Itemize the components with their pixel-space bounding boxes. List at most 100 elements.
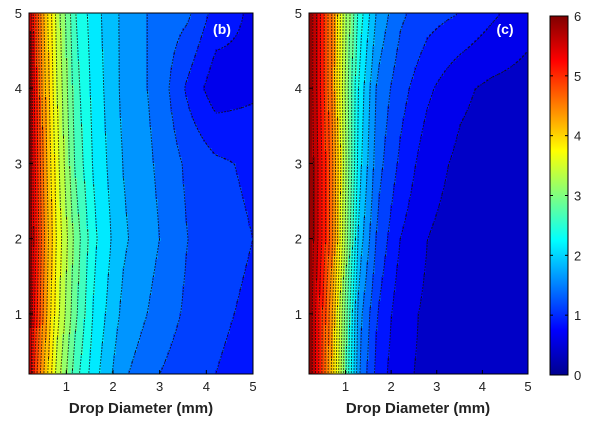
contour-cell: [71, 64, 75, 68]
contour-cell: [194, 46, 198, 50]
contour-cell: [122, 16, 126, 20]
contour-cell: [251, 19, 253, 23]
contour-cell: [59, 58, 63, 62]
contour-cell: [74, 91, 78, 95]
contour-cell: [38, 52, 42, 56]
contour-cell: [68, 73, 72, 77]
contour-cell: [128, 28, 132, 32]
contour-cell: [221, 85, 225, 89]
contour-cell: [164, 28, 168, 32]
contour-cell: [209, 127, 213, 131]
contour-cell: [95, 100, 99, 104]
contour-cell: [185, 82, 189, 86]
contour-cell: [218, 112, 222, 116]
contour-cell: [59, 106, 63, 110]
contour-cell: [83, 13, 87, 17]
contour-cell: [137, 70, 141, 74]
contour-cell: [200, 40, 204, 44]
contour-cell: [239, 127, 243, 131]
contour-cell: [176, 13, 180, 17]
contour-cell: [104, 115, 108, 119]
contour-cell: [179, 31, 183, 35]
contour-cell: [146, 46, 150, 50]
contour-cell: [173, 25, 177, 29]
contour-cell: [242, 58, 246, 62]
contour-cell: [71, 19, 75, 23]
contour-cell: [176, 100, 180, 104]
contour-cell: [158, 46, 162, 50]
contour-cell: [140, 25, 144, 29]
contour-cell: [113, 88, 117, 92]
contour-cell: [107, 121, 111, 125]
contour-cell: [188, 85, 192, 89]
contour-cell: [41, 79, 45, 83]
contour-cell: [233, 115, 237, 119]
contour-cell: [47, 127, 51, 131]
contour-cell: [197, 19, 201, 23]
contour-cell: [155, 103, 159, 107]
contour-cell: [200, 25, 204, 29]
contour-cell: [77, 94, 81, 98]
contour-cell: [251, 28, 253, 32]
contour-cell: [245, 100, 249, 104]
contour-cell: [185, 91, 189, 95]
contour-cell: [236, 97, 240, 101]
contour-cell: [44, 52, 48, 56]
contour-cell: [122, 82, 126, 86]
contour-cell: [137, 103, 141, 107]
contour-cell: [53, 25, 57, 29]
contour-cell: [32, 124, 36, 128]
contour-cell: [62, 37, 66, 41]
contour-cell: [182, 94, 186, 98]
contour-cell: [179, 52, 183, 56]
contour-cell: [155, 115, 159, 119]
contour-cell: [53, 88, 57, 92]
contour-cell: [38, 28, 42, 32]
contour-cell: [47, 16, 51, 20]
contour-cell: [137, 106, 141, 110]
contour-cell: [242, 106, 246, 110]
contour-cell: [173, 100, 177, 104]
contour-cell: [107, 109, 111, 113]
contour-cell: [203, 16, 207, 20]
contour-cell: [182, 127, 186, 131]
contour-cell: [215, 82, 219, 86]
contour-cell: [185, 46, 189, 50]
contour-cell: [209, 61, 213, 65]
contour-cell: [173, 16, 177, 20]
contour-cell: [113, 13, 117, 17]
contour-cell: [119, 100, 123, 104]
contour-cell: [164, 31, 168, 35]
contour-cell: [185, 124, 189, 128]
contour-cell: [245, 19, 249, 23]
contour-cell: [203, 37, 207, 41]
contour-cell: [227, 22, 231, 26]
contour-cell: [131, 127, 135, 131]
contour-cell: [239, 85, 243, 89]
contour-cell: [125, 70, 129, 74]
contour-cell: [86, 37, 90, 41]
contour-cell: [80, 25, 84, 29]
contour-cell: [200, 103, 204, 107]
contour-cell: [194, 16, 198, 20]
contour-cell: [128, 106, 132, 110]
contour-cell: [125, 121, 129, 125]
contour-cell: [119, 55, 123, 59]
contour-cell: [191, 88, 195, 92]
contour-cell: [212, 61, 216, 65]
contour-cell: [104, 79, 108, 83]
contour-cell: [92, 121, 96, 125]
contour-cell: [83, 73, 87, 77]
contour-cell: [245, 25, 249, 29]
contour-cell: [77, 124, 81, 128]
contour-cell: [227, 73, 231, 77]
contour-cell: [143, 106, 147, 110]
contour-cell: [68, 67, 72, 71]
contour-cell: [233, 52, 237, 56]
contour-cell: [212, 49, 216, 53]
contour-cell: [128, 118, 132, 122]
contour-cell: [251, 118, 253, 122]
contour-cell: [236, 28, 240, 32]
contour-cell: [140, 43, 144, 47]
contour-cell: [53, 127, 57, 131]
